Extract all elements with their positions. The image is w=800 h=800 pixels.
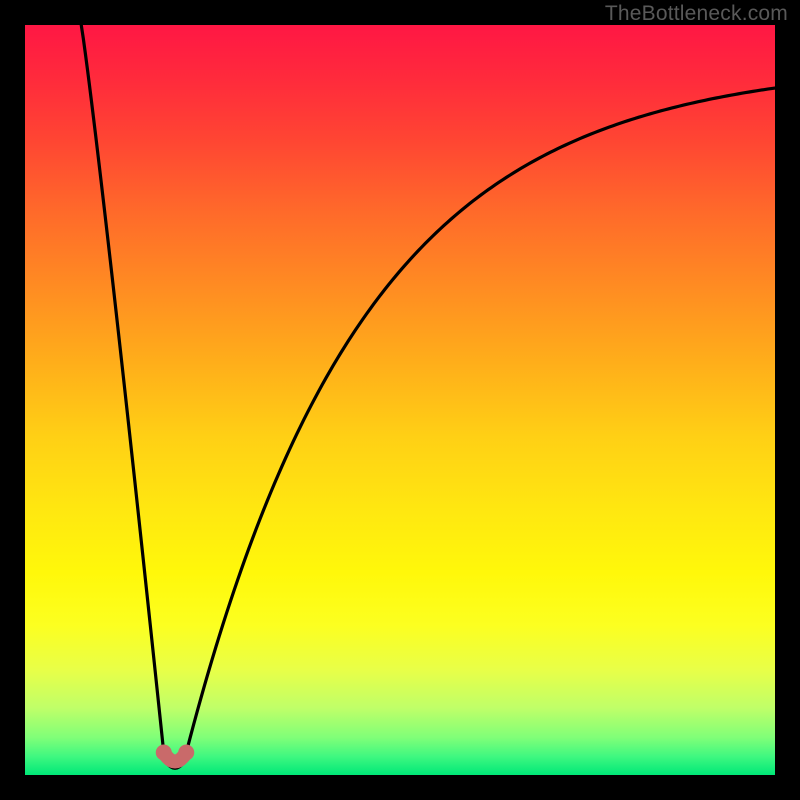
watermark-text: TheBottleneck.com (605, 2, 788, 26)
notch-marker-0 (156, 745, 172, 761)
chart-container: TheBottleneck.com (0, 0, 800, 800)
bottleneck-chart (0, 0, 800, 800)
notch-marker-1 (178, 745, 194, 761)
